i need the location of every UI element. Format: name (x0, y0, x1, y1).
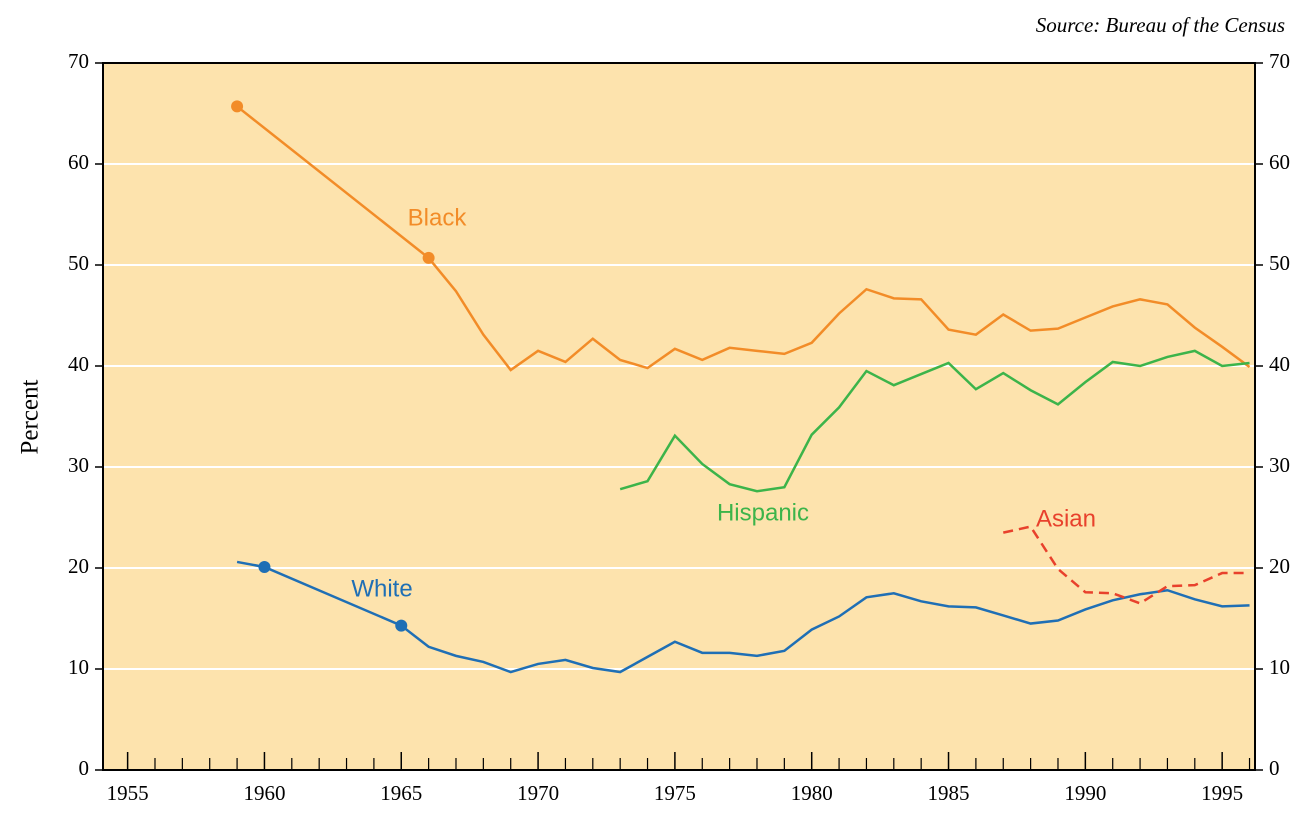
x-tick-label: 1980 (791, 781, 833, 805)
x-tick-label: 1970 (517, 781, 559, 805)
series-line (236, 105, 1251, 372)
y-tick-label: 20 (68, 554, 89, 578)
series-label: Asian (1036, 505, 1096, 532)
series-label: Hispanic (717, 499, 809, 526)
y-tick-label: 40 (68, 352, 89, 376)
y-tick-label: 10 (68, 655, 89, 679)
x-tick-label: 1965 (380, 781, 422, 805)
point-marker (395, 619, 408, 632)
y2-tick-label: 60 (1269, 150, 1290, 174)
x-tick-label: 1960 (243, 781, 285, 805)
y-tick-label: 30 (68, 453, 89, 477)
y2-tick-label: 30 (1269, 453, 1290, 477)
y2-tick-label: 20 (1269, 554, 1290, 578)
plot-frame (102, 62, 1256, 771)
series-line (619, 349, 1250, 493)
source: Source: Bureau of the Census (1036, 13, 1285, 37)
y2-tick-label: 0 (1269, 756, 1280, 780)
series-label: Black (408, 204, 468, 231)
y-tick-label: 50 (68, 251, 89, 275)
x-tick-label: 1985 (928, 781, 970, 805)
y2-tick-label: 10 (1269, 655, 1290, 679)
plot-area (103, 63, 1255, 770)
point-marker (231, 100, 244, 113)
point-marker (422, 251, 435, 264)
y-axis-label: Percent (17, 379, 44, 454)
series-line (236, 560, 1250, 674)
y-tick-label: 0 (79, 756, 90, 780)
y-tick-label: 70 (68, 49, 89, 73)
x-tick-label: 1995 (1201, 781, 1243, 805)
y-tick-label: 60 (68, 150, 89, 174)
series-label: White (351, 575, 412, 602)
y2-tick-label: 70 (1269, 49, 1290, 73)
series-line (1002, 525, 1250, 605)
x-tick-label: 1955 (107, 781, 149, 805)
y2-tick-label: 50 (1269, 251, 1290, 275)
x-tick-label: 1975 (654, 781, 696, 805)
point-marker (258, 560, 271, 573)
y2-tick-label: 40 (1269, 352, 1290, 376)
x-tick-label: 1990 (1064, 781, 1106, 805)
